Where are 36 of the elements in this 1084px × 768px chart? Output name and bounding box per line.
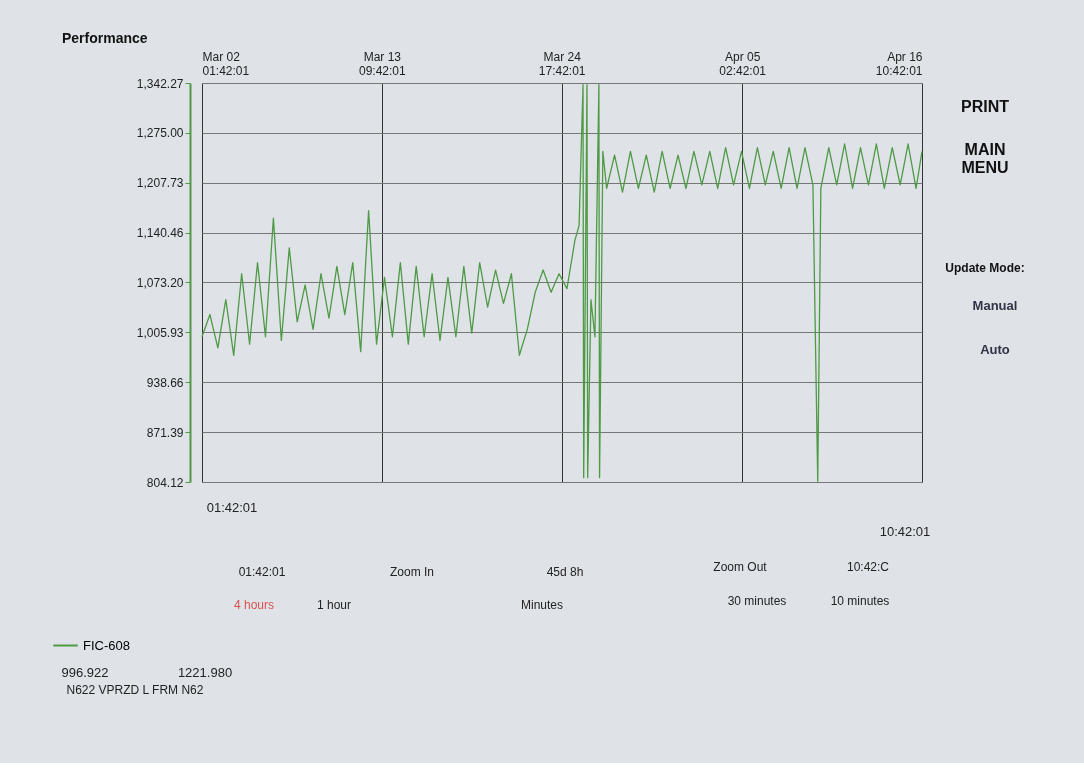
text: N622 VPRZD L FRM N62	[66, 683, 204, 697]
text: 01:42:01	[238, 565, 286, 579]
text: 10:42:C	[846, 560, 890, 574]
text: 1 hour	[316, 598, 352, 612]
legend-label: FIC-608	[83, 637, 130, 653]
text: 996.922	[61, 665, 109, 680]
y-tick-label: 1,275.00	[136, 126, 184, 141]
x-tick-label: Mar 02 01:42:01	[202, 49, 250, 78]
text: PRINT	[961, 98, 1010, 115]
y-tick-label: 938.66	[146, 375, 184, 390]
text: 01:42:01	[206, 500, 258, 515]
text: Auto	[980, 342, 1010, 357]
y-tick-label: 1,073.20	[136, 276, 184, 290]
y-tick-label: 1,005.93	[136, 325, 184, 340]
x-tick-label: Mar 24 17:42:01	[538, 49, 586, 78]
text: Minutes	[520, 598, 564, 612]
text: 30 minutes	[727, 594, 787, 608]
y-tick-label: 804.12	[146, 475, 184, 490]
y-tick-label: 1,207.73	[136, 176, 184, 191]
text: Zoom Out	[713, 560, 768, 574]
text: MAIN MENU	[961, 141, 1009, 176]
x-tick-label: Apr 05 02:42:01	[719, 49, 767, 78]
chart-title: Performance	[62, 30, 148, 46]
text: 10 minutes	[830, 594, 890, 608]
x-tick-label: Mar 13 09:42:01	[358, 49, 407, 78]
text: 1221.980	[177, 665, 233, 680]
y-tick-label: 1,140.46	[136, 226, 184, 241]
text: Zoom In	[389, 565, 435, 579]
text: 45d 8h	[546, 565, 584, 579]
y-tick-label: 1,342.27	[136, 76, 184, 91]
y-tick-label: 871.39	[146, 425, 184, 440]
text: Update Mode:	[945, 261, 1025, 275]
text: Manual	[972, 298, 1018, 313]
text: 10:42:01	[879, 524, 931, 539]
text: 4 hours	[233, 598, 275, 612]
x-tick-label: Apr 16 10:42:01	[875, 49, 923, 78]
